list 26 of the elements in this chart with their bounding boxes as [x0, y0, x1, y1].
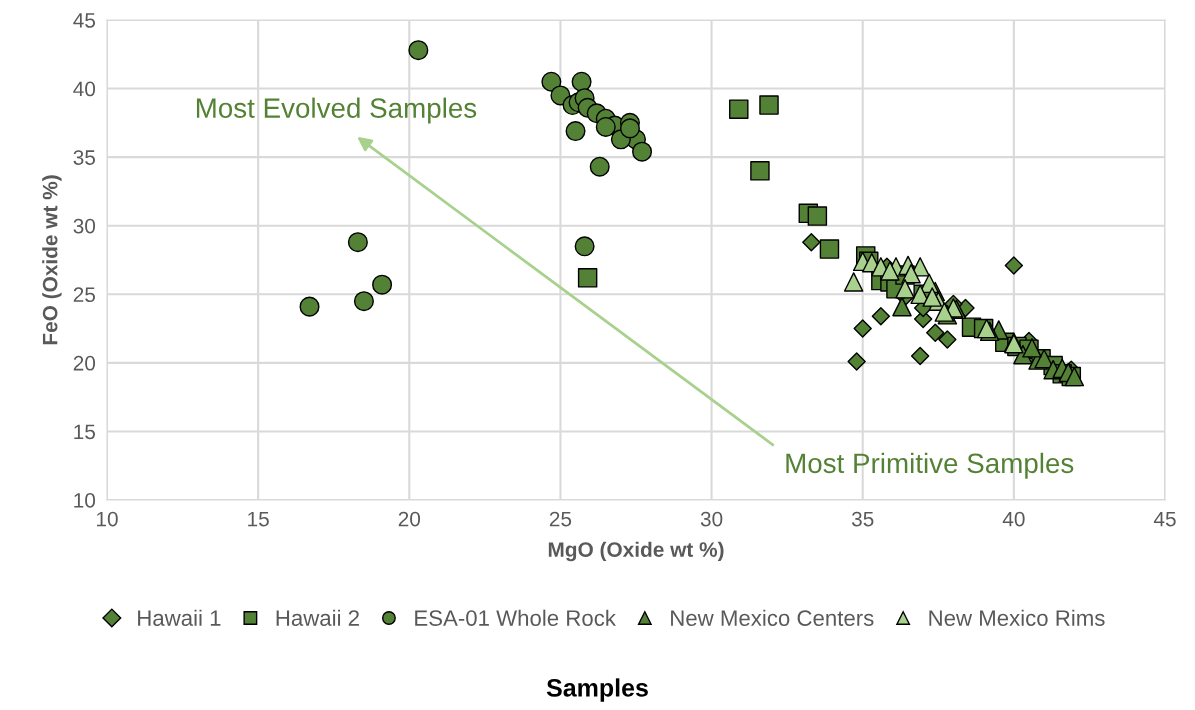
text: Samples: [546, 678, 648, 702]
legend-label: Hawaii 2: [276, 609, 359, 626]
legend-label: New Mexico Rims: [929, 609, 1105, 626]
annotation: Most Primitive Samples: [786, 452, 1074, 479]
y-tick-label: 45: [73, 13, 96, 28]
x-tick-label: 45: [1153, 511, 1176, 527]
x-tick-label: 15: [248, 511, 269, 527]
legend-label: Hawaii 1: [138, 609, 221, 626]
y-tick-label: 15: [74, 424, 96, 440]
y-axis-title: FeO (Oxide wt %): [42, 175, 62, 345]
y-tick-label: 35: [73, 150, 96, 165]
legend-label: ESA-01 Whole Rock: [415, 609, 616, 626]
y-tick-label: 30: [73, 218, 96, 234]
x-tick-label: 20: [398, 511, 421, 527]
x-tick-label: 35: [851, 511, 874, 527]
legend-label: New Mexico Centers: [671, 609, 874, 626]
y-tick-label: 40: [73, 81, 96, 97]
x-axis-title: MgO (Oxide wt %): [548, 541, 724, 562]
annotation: Most Evolved Samples: [196, 97, 477, 124]
y-tick-label: 20: [73, 355, 96, 371]
x-tick-label: 40: [1002, 511, 1025, 527]
y-tick-label: 25: [73, 287, 96, 303]
x-tick-label: 10: [97, 511, 118, 527]
x-tick-label: 30: [700, 511, 723, 527]
y-tick-label: 10: [74, 493, 96, 508]
x-tick-label: 25: [549, 511, 572, 527]
